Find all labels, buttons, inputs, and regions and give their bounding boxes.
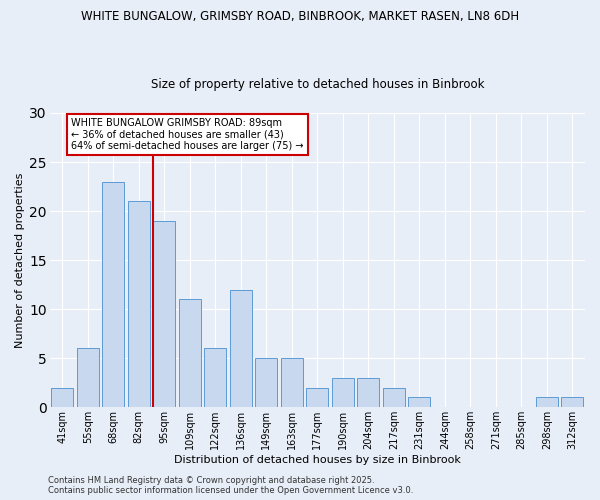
Text: WHITE BUNGALOW, GRIMSBY ROAD, BINBROOK, MARKET RASEN, LN8 6DH: WHITE BUNGALOW, GRIMSBY ROAD, BINBROOK, …: [81, 10, 519, 23]
Bar: [103, 182, 124, 408]
Title: Size of property relative to detached houses in Binbrook: Size of property relative to detached ho…: [151, 78, 484, 91]
Text: Contains HM Land Registry data © Crown copyright and database right 2025.
Contai: Contains HM Land Registry data © Crown c…: [48, 476, 413, 495]
Text: WHITE BUNGALOW GRIMSBY ROAD: 89sqm
← 36% of detached houses are smaller (43)
64%: WHITE BUNGALOW GRIMSBY ROAD: 89sqm ← 36%…: [71, 118, 304, 151]
Bar: [52, 388, 73, 407]
Bar: [332, 378, 353, 408]
Bar: [179, 300, 200, 408]
Bar: [536, 398, 557, 407]
Bar: [307, 388, 328, 407]
Y-axis label: Number of detached properties: Number of detached properties: [15, 172, 25, 348]
Bar: [128, 202, 149, 408]
Bar: [409, 398, 430, 407]
Bar: [358, 378, 379, 408]
Bar: [281, 358, 302, 408]
X-axis label: Distribution of detached houses by size in Binbrook: Distribution of detached houses by size …: [174, 455, 461, 465]
Bar: [154, 221, 175, 408]
Bar: [77, 348, 98, 408]
Bar: [230, 290, 251, 408]
Bar: [562, 398, 583, 407]
Bar: [205, 348, 226, 408]
Bar: [383, 388, 404, 407]
Bar: [256, 358, 277, 408]
